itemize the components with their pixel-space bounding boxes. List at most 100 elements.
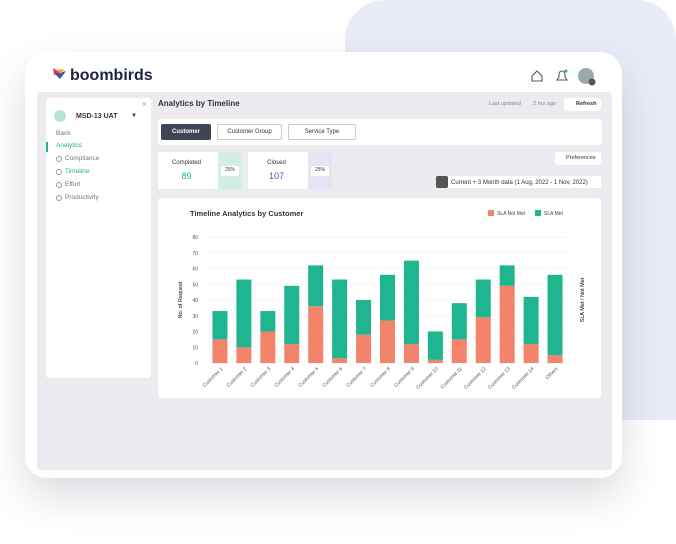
nav-item[interactable]: Timeline: [65, 168, 90, 175]
chart: Timeline Analytics by Customer No. of Req…: [178, 209, 586, 391]
x-tick-label: Customer 3: [250, 366, 273, 389]
x-tick-label: Customer 1: [202, 366, 225, 389]
bar-segment: [260, 331, 276, 363]
nav-item[interactable]: Productivity: [65, 194, 99, 201]
tab[interactable]: [161, 124, 211, 140]
calendar-icon[interactable]: [436, 176, 448, 188]
y-tick-label: 40: [192, 298, 198, 304]
header-icons: [531, 68, 596, 86]
bar-segment: [284, 285, 300, 345]
refresh[interactable]: Refresh: [576, 101, 597, 107]
bar-segment: [523, 296, 539, 345]
y-tick-label: 0: [195, 361, 198, 367]
nav-icon: [56, 156, 62, 162]
bar-segment: [499, 285, 515, 363]
bar-segment: [356, 300, 372, 335]
legend-label: SLA Met: [544, 211, 564, 217]
stat-card: [158, 152, 218, 189]
bar-segment: [403, 260, 419, 345]
date-box: [448, 176, 601, 188]
bar-segment: [308, 265, 324, 307]
y-tick-label: 10: [192, 345, 198, 351]
stat-card: [248, 152, 308, 189]
caret[interactable]: ▼: [131, 113, 137, 119]
bar-segment: [475, 317, 491, 363]
tab-label[interactable]: Customer: [171, 129, 200, 135]
x-tick-label: Customer 6: [322, 366, 345, 389]
bar-segment: [547, 355, 563, 363]
stat-pct-box: [311, 166, 329, 176]
bar-segment: [332, 279, 348, 359]
y2-axis-label: SLA Met / Not Met: [580, 277, 586, 322]
y-tick-label: 30: [192, 314, 198, 320]
tab-label[interactable]: Service Type: [304, 129, 340, 135]
date-range: Current + 3 Month data (1 Aug, 2022 - 1 …: [451, 180, 588, 186]
y-tick-label: 60: [192, 267, 198, 273]
bar-segment: [380, 320, 395, 363]
bar-segment: [332, 358, 348, 363]
x-tick-label: Others: [545, 366, 560, 381]
preferences-button[interactable]: [555, 152, 601, 165]
nav-item[interactable]: Effort: [65, 181, 81, 188]
x-tick-label: Customer 10: [415, 366, 440, 391]
bar-segment: [547, 274, 563, 356]
bar-segment: [212, 311, 228, 340]
stat-label: Completed: [171, 160, 201, 166]
chart-title: Timeline Analytics by Customer: [190, 209, 303, 218]
project-icon: [54, 110, 66, 122]
bar-segment: [380, 274, 395, 321]
y-tick-label: 70: [192, 251, 198, 257]
nav-icon: [56, 182, 62, 188]
bar-segment: [499, 265, 515, 286]
stat-percent: 25%: [314, 167, 325, 173]
stat-label: Closed: [267, 160, 286, 166]
tab[interactable]: [217, 124, 282, 140]
x-tick-label: Customer 9: [393, 366, 416, 389]
y-axis-label: No. of Request: [178, 281, 184, 318]
logo-icon: [53, 68, 66, 79]
y-tick-label: 50: [192, 282, 198, 288]
logo: boombirds: [70, 67, 153, 84]
bar-segment: [427, 331, 443, 360]
bar-segment: [236, 347, 252, 363]
stat-value: 107: [268, 171, 285, 181]
x-tick-label: Customer 4: [274, 366, 297, 389]
x-tick-label: Customer 12: [463, 366, 488, 391]
y-tick-label: 80: [192, 235, 198, 241]
bar-segment: [236, 279, 252, 348]
bar-segment: [356, 334, 372, 363]
bar-segment: [212, 339, 228, 363]
tab[interactable]: [288, 124, 356, 140]
y-tick-label: 20: [192, 330, 198, 336]
x-tick-label: Customer 11: [439, 366, 463, 390]
close[interactable]: ×: [142, 100, 147, 109]
x-tick-label: Customer 2: [226, 366, 249, 389]
legend-swatch: [488, 210, 494, 216]
nav-item[interactable]: Analytics: [56, 142, 83, 149]
bar-segment: [475, 279, 491, 318]
refresh-button[interactable]: [564, 98, 601, 111]
nav-item[interactable]: Compliance: [65, 155, 100, 162]
stat-pct-box: [221, 166, 239, 176]
x-tick-label: Customer 13: [487, 366, 512, 391]
sidebar: [46, 98, 151, 378]
x-tick-label: Customer 7: [345, 366, 368, 389]
project-name[interactable]: MSD-13 UAT: [76, 113, 118, 120]
legend-swatch: [535, 210, 541, 216]
stat-percent: 25%: [224, 167, 235, 173]
active-marker: [46, 142, 48, 152]
legend-label: SLA Not Met: [497, 211, 526, 217]
bar-segment: [260, 311, 276, 332]
bar-segment: [451, 303, 467, 340]
bar-segment: [523, 344, 539, 363]
tab-label[interactable]: Customer Group: [227, 129, 272, 135]
x-tick-label: Customer 14: [511, 366, 536, 391]
nav-icon: [56, 195, 62, 201]
bar-segment: [451, 339, 467, 363]
preferences[interactable]: Preferences: [566, 155, 596, 161]
bar-segment: [284, 344, 300, 363]
bar-segment: [403, 344, 419, 363]
nav-item[interactable]: Back: [56, 130, 71, 137]
bar-segment: [427, 359, 443, 363]
